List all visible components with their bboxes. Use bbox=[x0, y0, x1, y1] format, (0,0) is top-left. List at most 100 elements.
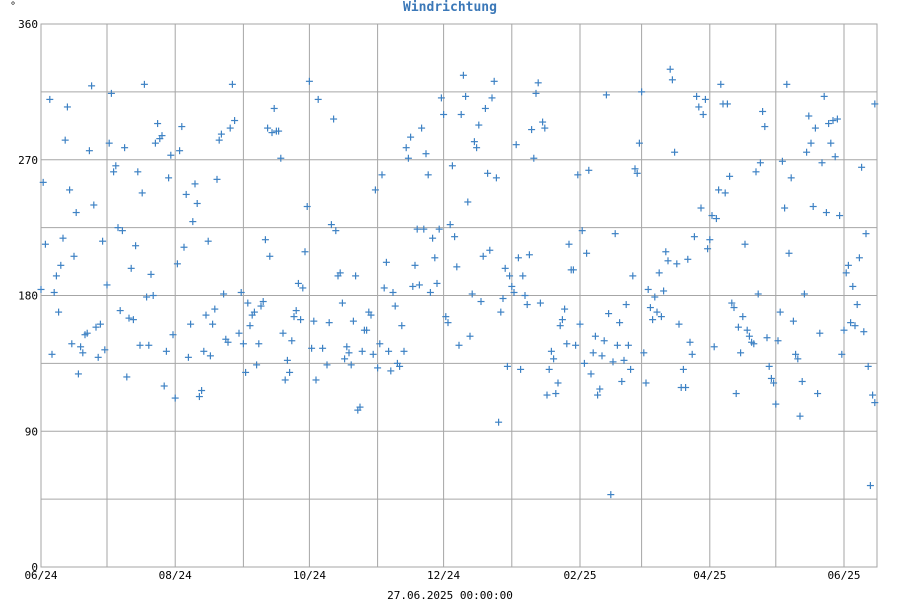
data-point bbox=[481, 104, 489, 112]
data-point bbox=[510, 288, 518, 296]
data-point bbox=[68, 340, 76, 348]
data-point bbox=[629, 272, 637, 280]
data-point bbox=[512, 141, 520, 149]
data-point bbox=[140, 80, 148, 88]
data-point bbox=[649, 316, 657, 324]
data-point bbox=[829, 117, 837, 125]
data-point bbox=[796, 412, 804, 420]
data-point bbox=[228, 80, 236, 88]
data-point bbox=[250, 308, 258, 316]
data-point bbox=[88, 82, 96, 90]
data-point bbox=[451, 233, 459, 241]
data-point bbox=[715, 186, 723, 194]
data-point bbox=[774, 337, 782, 345]
data-point bbox=[286, 368, 294, 376]
data-point bbox=[279, 329, 287, 337]
data-point bbox=[330, 115, 338, 123]
data-point bbox=[838, 350, 846, 358]
x-tick-label: 10/24 bbox=[293, 569, 326, 582]
data-point bbox=[292, 307, 300, 315]
data-point bbox=[191, 180, 199, 188]
y-tick-label: 360 bbox=[18, 18, 38, 31]
data-point bbox=[281, 376, 289, 384]
data-point bbox=[404, 154, 412, 162]
data-point bbox=[739, 313, 747, 321]
data-point bbox=[745, 332, 753, 340]
data-point bbox=[794, 355, 802, 363]
data-point bbox=[525, 251, 533, 259]
data-point bbox=[101, 346, 109, 354]
data-point bbox=[105, 139, 113, 147]
data-point bbox=[171, 394, 179, 402]
data-point bbox=[341, 355, 349, 363]
data-point bbox=[833, 115, 841, 123]
data-point bbox=[136, 341, 144, 349]
data-point bbox=[145, 341, 153, 349]
data-point bbox=[46, 95, 54, 103]
data-point bbox=[871, 100, 879, 108]
data-point bbox=[143, 293, 151, 301]
data-point bbox=[811, 124, 819, 132]
data-point bbox=[631, 165, 639, 173]
data-point bbox=[803, 148, 811, 156]
data-point bbox=[48, 350, 56, 358]
data-point bbox=[332, 227, 340, 235]
data-point bbox=[376, 340, 384, 348]
data-point bbox=[726, 172, 734, 180]
data-point bbox=[653, 308, 661, 316]
data-point bbox=[686, 338, 694, 346]
data-point bbox=[616, 319, 624, 327]
data-point bbox=[624, 341, 632, 349]
data-point bbox=[107, 89, 115, 97]
data-point bbox=[822, 209, 830, 217]
data-point bbox=[37, 285, 45, 293]
data-point bbox=[781, 204, 789, 212]
data-point bbox=[74, 370, 82, 378]
x-tick-label: 08/24 bbox=[159, 569, 192, 582]
data-point bbox=[578, 227, 586, 235]
data-point bbox=[134, 168, 142, 176]
data-point bbox=[642, 379, 650, 387]
data-point bbox=[697, 204, 705, 212]
data-point bbox=[147, 270, 155, 278]
y-axis: 0 90 180 270 360 bbox=[18, 18, 38, 574]
data-point bbox=[180, 243, 188, 251]
data-point bbox=[701, 95, 709, 103]
data-point bbox=[52, 272, 60, 280]
data-point bbox=[638, 88, 646, 96]
data-point bbox=[484, 169, 492, 177]
data-point bbox=[831, 153, 839, 161]
data-point bbox=[308, 344, 316, 352]
data-point bbox=[411, 261, 419, 269]
data-point bbox=[543, 391, 551, 399]
data-point bbox=[708, 212, 716, 220]
data-point bbox=[182, 190, 190, 198]
data-point bbox=[800, 290, 808, 298]
data-point bbox=[79, 349, 87, 357]
data-point bbox=[499, 295, 507, 303]
data-point bbox=[734, 323, 742, 331]
data-point bbox=[552, 390, 560, 398]
data-point bbox=[690, 233, 698, 241]
data-point bbox=[127, 264, 135, 272]
data-point bbox=[818, 159, 826, 167]
data-point bbox=[435, 225, 443, 233]
data-point bbox=[657, 313, 665, 321]
data-point bbox=[486, 246, 494, 254]
data-point bbox=[448, 162, 456, 170]
data-point bbox=[618, 377, 626, 385]
data-point bbox=[220, 290, 228, 298]
data-point bbox=[413, 225, 421, 233]
data-point bbox=[679, 365, 687, 373]
data-point bbox=[475, 121, 483, 129]
data-point bbox=[231, 117, 239, 125]
data-point bbox=[495, 418, 503, 426]
data-point bbox=[424, 171, 432, 179]
data-point bbox=[253, 361, 261, 369]
data-point bbox=[301, 248, 309, 256]
grid bbox=[40, 23, 877, 568]
data-point bbox=[561, 305, 569, 313]
data-point bbox=[169, 331, 177, 339]
data-point bbox=[118, 227, 126, 235]
data-point bbox=[257, 302, 265, 310]
